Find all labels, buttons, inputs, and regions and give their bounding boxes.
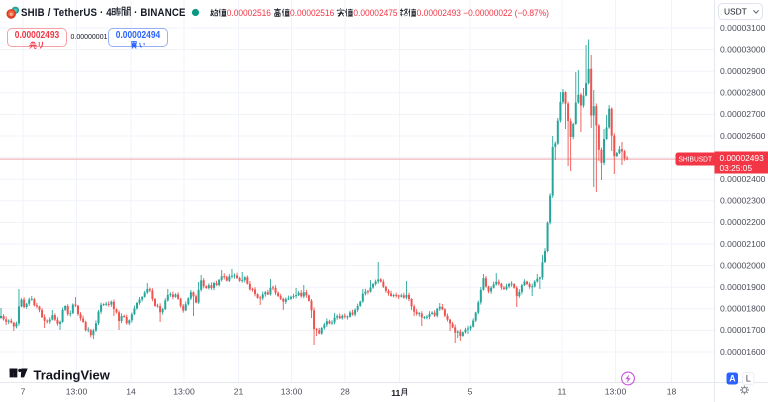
svg-text:0.00002200: 0.00002200 (720, 217, 766, 227)
svg-text:0.00002400: 0.00002400 (720, 174, 766, 184)
svg-text:0.00002300: 0.00002300 (720, 196, 766, 206)
svg-text:0.00002900: 0.00002900 (720, 66, 766, 76)
svg-text:A: A (729, 374, 736, 384)
svg-text:18: 18 (667, 387, 677, 397)
svg-text:0.00001800: 0.00001800 (720, 304, 766, 314)
svg-text:TradingView: TradingView (34, 367, 111, 382)
svg-text:SHIBUSDT: SHIBUSDT (679, 154, 713, 163)
svg-text:13:00: 13:00 (605, 387, 627, 397)
svg-text:0.00001600: 0.00001600 (720, 347, 766, 357)
svg-text:13:00: 13:00 (281, 387, 303, 397)
svg-text:0.00002100: 0.00002100 (720, 239, 766, 249)
svg-text:11: 11 (558, 387, 567, 397)
svg-text:USDT: USDT (724, 7, 747, 17)
svg-text:7: 7 (21, 387, 26, 397)
svg-text:0.00002600: 0.00002600 (720, 131, 766, 141)
svg-text:28: 28 (340, 387, 350, 397)
svg-text:0.00003000: 0.00003000 (720, 44, 766, 54)
svg-text:03:25:05: 03:25:05 (720, 163, 753, 173)
svg-text:0.00002000: 0.00002000 (720, 260, 766, 270)
svg-text:13:00: 13:00 (173, 387, 195, 397)
svg-text:0.00001700: 0.00001700 (720, 325, 766, 335)
svg-text:13:00: 13:00 (66, 387, 88, 397)
svg-text:0.00001900: 0.00001900 (720, 282, 766, 292)
svg-text:21: 21 (234, 387, 244, 397)
svg-text:0.00002493: 0.00002493 (720, 153, 765, 163)
svg-text:0.00002800: 0.00002800 (720, 88, 766, 98)
svg-text:0.00003100: 0.00003100 (720, 23, 766, 33)
svg-text:14: 14 (126, 387, 136, 397)
svg-text:0.00002700: 0.00002700 (720, 109, 766, 119)
svg-text:5: 5 (468, 387, 473, 397)
svg-text:L: L (746, 374, 751, 384)
